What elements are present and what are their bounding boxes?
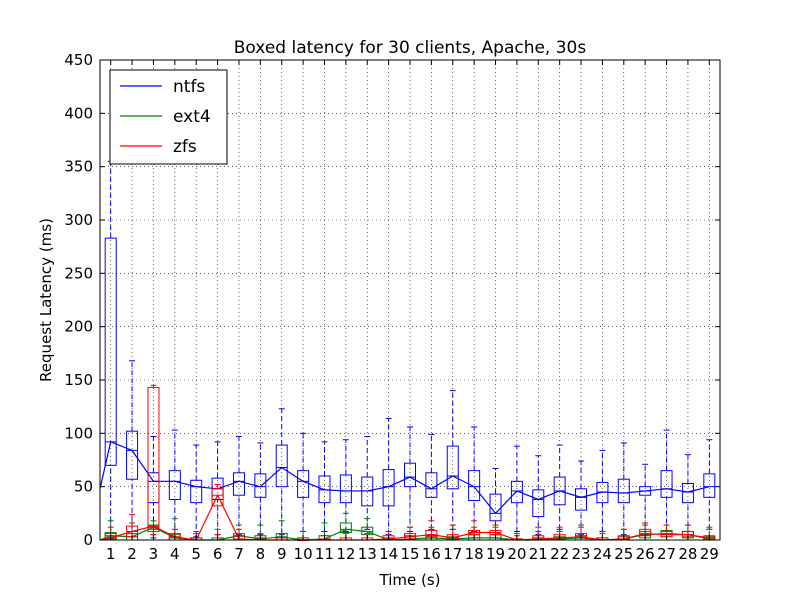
y-tick-label: 250 (64, 264, 93, 282)
box (617, 478, 630, 504)
x-tick-label: 7 (234, 545, 244, 563)
x-tick-label: 16 (422, 545, 441, 563)
chart-title: Boxed latency for 30 clients, Apache, 30… (234, 38, 587, 58)
x-tick-label: 25 (614, 545, 633, 563)
x-tick-label: 24 (593, 545, 612, 563)
x-tick-label: 26 (636, 545, 655, 563)
y-axis-label: Request Latency (ms) (37, 218, 55, 382)
box (510, 480, 523, 504)
legend-label-ext4: ext4 (173, 107, 211, 127)
x-tick-label: 14 (379, 545, 398, 563)
box (660, 470, 673, 498)
x-tick-label: 12 (336, 545, 355, 563)
box (575, 488, 588, 511)
y-tick-label: 300 (64, 211, 93, 229)
box (318, 475, 331, 504)
box (275, 444, 288, 488)
box (532, 489, 545, 518)
box (211, 488, 224, 507)
x-tick-label: 2 (127, 545, 137, 563)
x-tick-label: 18 (465, 545, 484, 563)
x-tick-label: 19 (486, 545, 505, 563)
x-tick-label: 10 (294, 545, 313, 563)
x-tick-label: 6 (213, 545, 223, 563)
x-tick-label: 20 (507, 545, 526, 563)
x-tick-label: 21 (529, 545, 548, 563)
x-tick-label: 4 (170, 545, 180, 563)
x-tick-label: 15 (400, 545, 419, 563)
box (168, 470, 181, 500)
x-tick-label: 3 (149, 545, 159, 563)
legend-label-ntfs: ntfs (173, 77, 205, 97)
box (681, 482, 694, 504)
box (232, 472, 245, 496)
box (404, 462, 416, 488)
box (126, 430, 139, 480)
x-tick-label: 13 (358, 545, 377, 563)
x-tick-label: 17 (443, 545, 462, 563)
box (468, 470, 481, 502)
y-tick-label: 100 (64, 424, 93, 442)
x-tick-label: 5 (191, 545, 201, 563)
series-ntfs (99, 160, 716, 539)
x-tick-label: 23 (571, 545, 590, 563)
y-tick-label: 450 (64, 51, 93, 69)
box (147, 386, 160, 530)
x-tick-label: 11 (315, 545, 334, 563)
box (190, 479, 203, 504)
box (446, 445, 459, 490)
y-tick-label: 50 (74, 478, 93, 496)
x-tick-label: 1 (106, 545, 116, 563)
box (703, 473, 716, 498)
y-tick-label: 350 (64, 158, 93, 176)
x-tick-label: 29 (700, 545, 719, 563)
x-tick-label: 8 (256, 545, 266, 563)
x-tick-label: 9 (277, 545, 287, 563)
y-tick-label: 200 (64, 318, 93, 336)
box (104, 237, 117, 466)
x-tick-label: 28 (678, 545, 697, 563)
x-tick-label: 22 (550, 545, 569, 563)
y-tick-label: 150 (64, 371, 93, 389)
box (339, 474, 352, 504)
box (339, 522, 352, 534)
series-line-ntfs (99, 441, 710, 515)
y-tick-label: 400 (64, 104, 93, 122)
y-tick-label: 0 (83, 531, 93, 549)
x-tick-label: 27 (657, 545, 676, 563)
legend: ntfs ext4 zfs (109, 69, 228, 165)
x-axis-label: Time (s) (379, 571, 441, 589)
legend-label-zfs: zfs (173, 137, 197, 157)
